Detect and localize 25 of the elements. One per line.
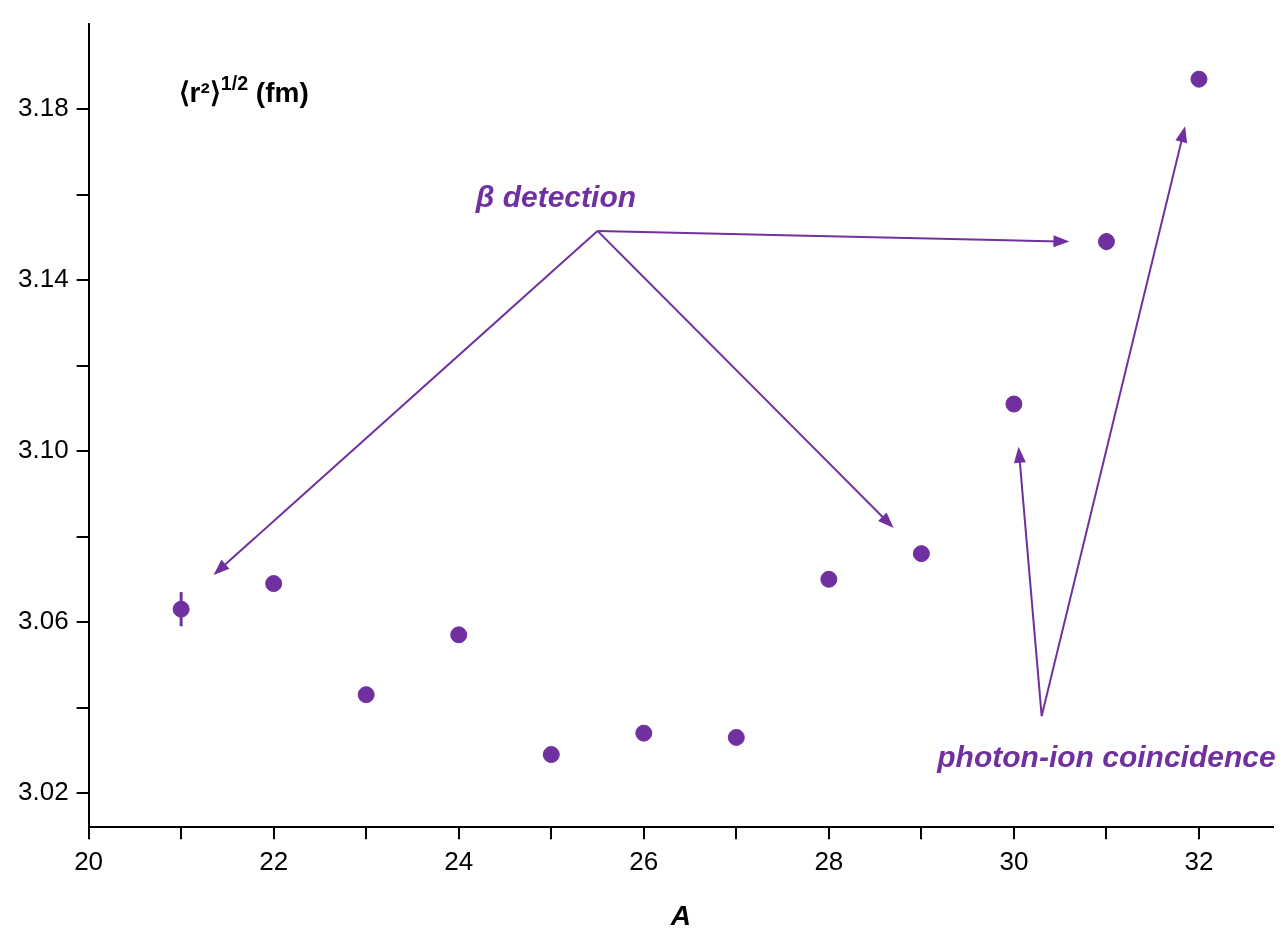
y-tick-label: 3.14 xyxy=(17,263,69,294)
x-tick-label: 24 xyxy=(444,845,474,876)
point xyxy=(1190,70,1208,88)
point xyxy=(542,746,560,764)
point xyxy=(265,575,283,593)
annotation: β detection xyxy=(474,180,637,214)
point xyxy=(1005,395,1023,413)
x-tick-label: 22 xyxy=(259,845,289,876)
y-tick-label: 3.02 xyxy=(17,776,69,807)
x-axis-title: A xyxy=(669,899,691,931)
x-tick-label: 32 xyxy=(1184,845,1214,876)
point xyxy=(450,626,468,644)
y-tick-label: 3.18 xyxy=(17,92,69,123)
x-tick-label: 20 xyxy=(74,845,104,876)
point xyxy=(820,570,838,588)
point xyxy=(912,545,930,563)
point xyxy=(727,728,745,746)
x-tick-label: 30 xyxy=(999,845,1029,876)
point xyxy=(635,724,653,742)
y-tick-label: 3.10 xyxy=(17,434,69,465)
y-tick-label: 3.06 xyxy=(17,605,69,636)
x-tick-label: 26 xyxy=(629,845,659,876)
annotation: photon-ion coincidence xyxy=(936,740,1276,774)
point xyxy=(357,686,375,704)
x-tick-label: 28 xyxy=(814,845,844,876)
